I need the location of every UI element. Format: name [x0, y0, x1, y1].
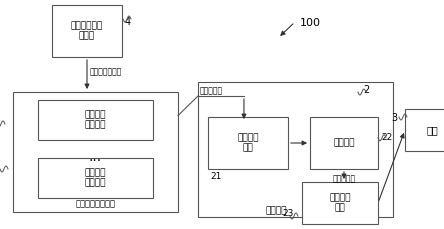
Text: 级联阵列换能装置: 级联阵列换能装置 [75, 199, 115, 208]
Bar [208, 117, 288, 169]
Text: 接收型超
声换能器: 接收型超 声换能器 [85, 168, 106, 188]
Text: 整流滤波
电路: 整流滤波 电路 [237, 133, 259, 153]
Text: 4: 4 [125, 17, 131, 27]
Text: 电池: 电池 [427, 125, 438, 135]
Bar [13, 92, 178, 212]
Text: 3: 3 [391, 113, 397, 123]
Text: 23: 23 [282, 210, 293, 218]
Text: 100: 100 [300, 18, 321, 28]
Text: 电压管理
模块: 电压管理 模块 [329, 193, 351, 213]
Text: 2: 2 [363, 85, 369, 95]
Bar [38, 100, 153, 140]
Text: 第二电信号: 第二电信号 [333, 174, 356, 183]
Text: 21: 21 [210, 172, 222, 181]
Bar [52, 5, 122, 57]
Text: 接收型超
声换能器: 接收型超 声换能器 [85, 110, 106, 130]
Text: 第一电信号: 第一电信号 [200, 86, 223, 95]
Bar [302, 182, 378, 224]
Text: 1: 1 [0, 117, 1, 127]
Bar [310, 117, 378, 169]
Text: 第一超声波信号: 第一超声波信号 [90, 67, 123, 76]
Text: 22: 22 [381, 133, 392, 142]
Text: ...: ... [89, 150, 102, 164]
Bar [405, 109, 444, 151]
Text: 体外超声波发
射装置: 体外超声波发 射装置 [71, 21, 103, 41]
Bar [38, 158, 153, 198]
Bar [198, 82, 393, 217]
Text: 充电电路: 充电电路 [265, 207, 287, 215]
Text: 稳压电路: 稳压电路 [333, 139, 355, 147]
